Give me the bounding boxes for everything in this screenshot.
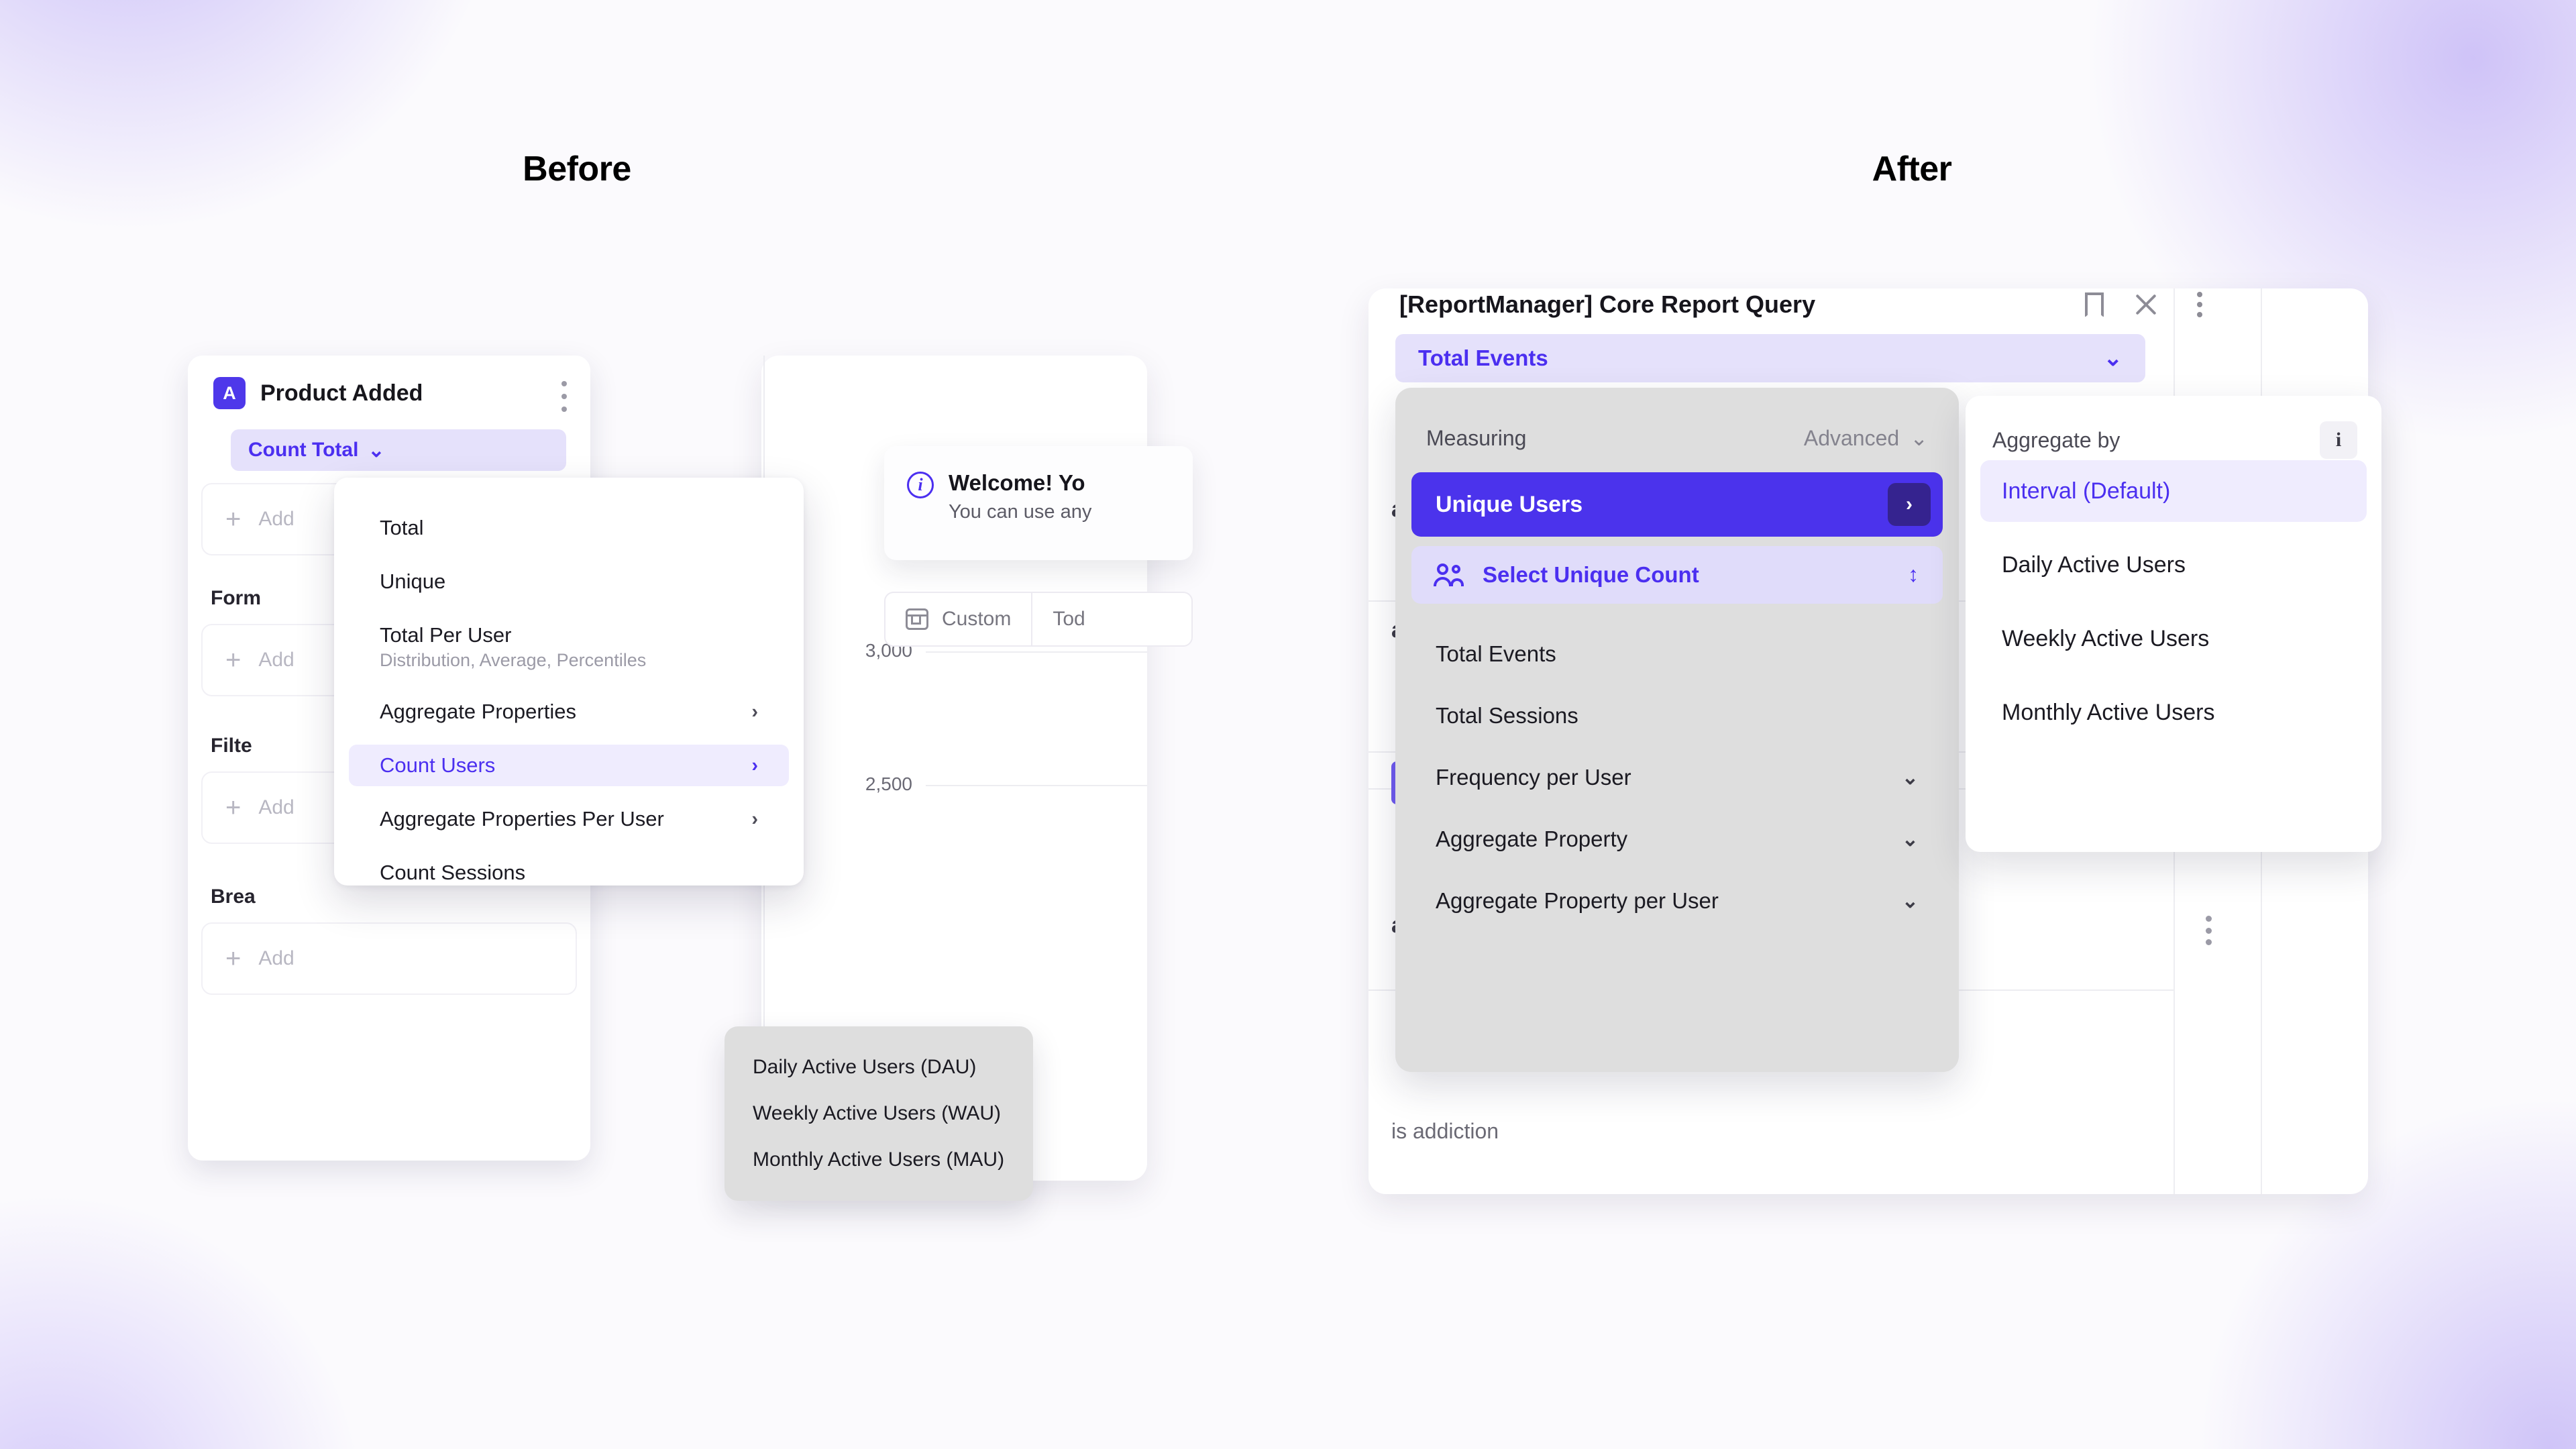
after-panel: a a a is addiction [ReportManager] Core … — [1368, 286, 2381, 1194]
bookmark-icon[interactable] — [2085, 292, 2104, 317]
event-badge: A — [213, 377, 246, 409]
chevron-down-icon: ⌄ — [1901, 890, 1919, 912]
event-name: Product Added — [260, 380, 423, 406]
menu-item-total-per-user[interactable]: Total Per User Distribution, Average, Pe… — [380, 623, 647, 670]
aggregate-by-panel: Aggregate by i Interval (Default) Daily … — [1966, 396, 2381, 852]
select-unique-count-dropdown[interactable]: Select Unique Count ↕ — [1411, 546, 1943, 604]
aggregate-by-heading: Aggregate by — [1992, 427, 2121, 452]
count-total-dropdown[interactable]: Count Total ⌄ — [231, 429, 566, 471]
measuring-menu: Measuring Advanced ⌄ Unique Users › Sele… — [1395, 388, 1959, 1072]
submenu-item-wau[interactable]: Weekly Active Users (WAU) — [753, 1102, 1002, 1124]
users-icon — [1434, 564, 1465, 586]
aggregate-item-weekly-active-users[interactable]: Weekly Active Users — [2002, 625, 2210, 651]
chart-ytick-2500: 2,500 — [865, 773, 912, 794]
plus-icon: + — [225, 504, 241, 534]
chevron-down-icon: ⌄ — [1910, 426, 1928, 450]
aggregate-item-monthly-active-users[interactable]: Monthly Active Users — [2002, 699, 2215, 725]
measuring-item-aggregate-property[interactable]: Aggregate Property ⌄ — [1436, 826, 1919, 851]
measuring-header: Measuring Advanced ⌄ — [1395, 415, 1959, 462]
after-header: [ReportManager] Core Report Query — [1399, 286, 2218, 323]
chart-gridline-2500 — [926, 785, 1147, 786]
info-icon: i — [907, 472, 934, 498]
ghost-add-label-3: Add — [258, 796, 294, 818]
chevron-right-icon: › — [751, 700, 758, 722]
ghost-add-label-1: Add — [258, 508, 294, 530]
ghost-add-row-4[interactable]: + Add — [201, 922, 577, 995]
caption-after: After — [1872, 150, 1952, 189]
aggregate-by-header: Aggregate by i — [1966, 420, 2381, 460]
count-users-submenu: Daily Active Users (DAU) Weekly Active U… — [724, 1026, 1033, 1201]
welcome-title: Welcome! Yo — [949, 470, 1085, 495]
before-panel: 3,000 2,500 i Welcome! Yo You can use an… — [188, 356, 1193, 1201]
date-range-custom[interactable]: Custom — [885, 593, 1031, 645]
date-range-today[interactable]: Tod — [1031, 593, 1105, 645]
ghost-section-formula: Form — [211, 587, 261, 609]
welcome-body: You can use any — [949, 501, 1092, 523]
measuring-item-total-sessions[interactable]: Total Sessions — [1436, 703, 1578, 728]
measuring-item-aggregate-property-per-user[interactable]: Aggregate Property per User ⌄ — [1436, 888, 1919, 913]
event-more-icon[interactable] — [561, 381, 568, 412]
ghost-add-label-2: Add — [258, 649, 294, 671]
chevron-down-icon: ⌄ — [2103, 345, 2123, 371]
close-icon[interactable] — [2135, 292, 2157, 317]
aggregate-item-interval-default[interactable]: Interval (Default) — [1980, 460, 2367, 522]
chevron-down-icon: ⌄ — [1901, 828, 1919, 851]
date-range-custom-label: Custom — [942, 608, 1012, 630]
measuring-item-frequency-per-user[interactable]: Frequency per User ⌄ — [1436, 765, 1919, 790]
menu-item-unique[interactable]: Unique — [380, 570, 446, 593]
menu-item-count-users[interactable]: Count Users › — [349, 745, 789, 786]
welcome-tooltip: i Welcome! Yo You can use any — [884, 446, 1193, 560]
aggregate-item-daily-active-users[interactable]: Daily Active Users — [2002, 551, 2186, 578]
count-total-label: Count Total — [248, 439, 359, 461]
chart-gridline-3000 — [926, 651, 1147, 653]
chevron-right-icon: › — [751, 754, 758, 776]
chevron-right-icon: › — [751, 808, 758, 830]
measuring-item-unique-users[interactable]: Unique Users › — [1411, 472, 1943, 537]
plus-icon: + — [225, 944, 241, 973]
chevron-up-down-icon: ↕ — [1908, 562, 1919, 587]
submenu-item-mau[interactable]: Monthly Active Users (MAU) — [753, 1148, 1005, 1171]
calendar-icon — [906, 608, 928, 630]
menu-item-total[interactable]: Total — [380, 516, 424, 539]
info-icon[interactable]: i — [2320, 421, 2357, 459]
select-unique-count-label: Select Unique Count — [1483, 562, 1699, 587]
plus-icon: + — [225, 645, 241, 675]
measuring-mode-toggle[interactable]: Advanced ⌄ — [1804, 425, 1928, 451]
ghost-section-filter: Filte — [211, 735, 252, 757]
unique-users-label: Unique Users — [1436, 491, 1583, 517]
chevron-down-icon: ⌄ — [368, 439, 385, 462]
more-icon[interactable] — [2188, 292, 2211, 317]
chevron-right-icon[interactable]: › — [1888, 483, 1931, 526]
ghost-add-label-4: Add — [258, 947, 294, 969]
caption-before: Before — [523, 150, 631, 189]
after-ghost-filter-text: is addiction — [1391, 1119, 1499, 1143]
menu-item-aggregate-properties-per-user[interactable]: Aggregate Properties Per User › — [380, 807, 758, 830]
menu-item-aggregate-properties[interactable]: Aggregate Properties › — [380, 700, 758, 723]
chevron-down-icon: ⌄ — [1901, 766, 1919, 789]
measuring-item-total-events[interactable]: Total Events — [1436, 641, 1556, 666]
count-options-menu: Total Unique Total Per User Distribution… — [334, 478, 804, 885]
total-events-label: Total Events — [1418, 345, 1548, 370]
after-ghost-more-icon-2[interactable] — [2206, 916, 2212, 945]
plus-icon: + — [225, 793, 241, 822]
date-range-bar[interactable]: Custom Tod — [884, 592, 1193, 647]
menu-item-count-sessions[interactable]: Count Sessions — [380, 861, 526, 884]
date-range-today-label: Tod — [1053, 608, 1085, 630]
total-events-dropdown[interactable]: Total Events ⌄ — [1395, 334, 2145, 382]
measuring-heading: Measuring — [1426, 425, 1527, 450]
submenu-item-dau[interactable]: Daily Active Users (DAU) — [753, 1055, 977, 1078]
ghost-section-breakdown: Brea — [211, 885, 256, 908]
measuring-mode-label: Advanced — [1803, 425, 1900, 450]
after-title: [ReportManager] Core Report Query — [1399, 290, 1816, 318]
